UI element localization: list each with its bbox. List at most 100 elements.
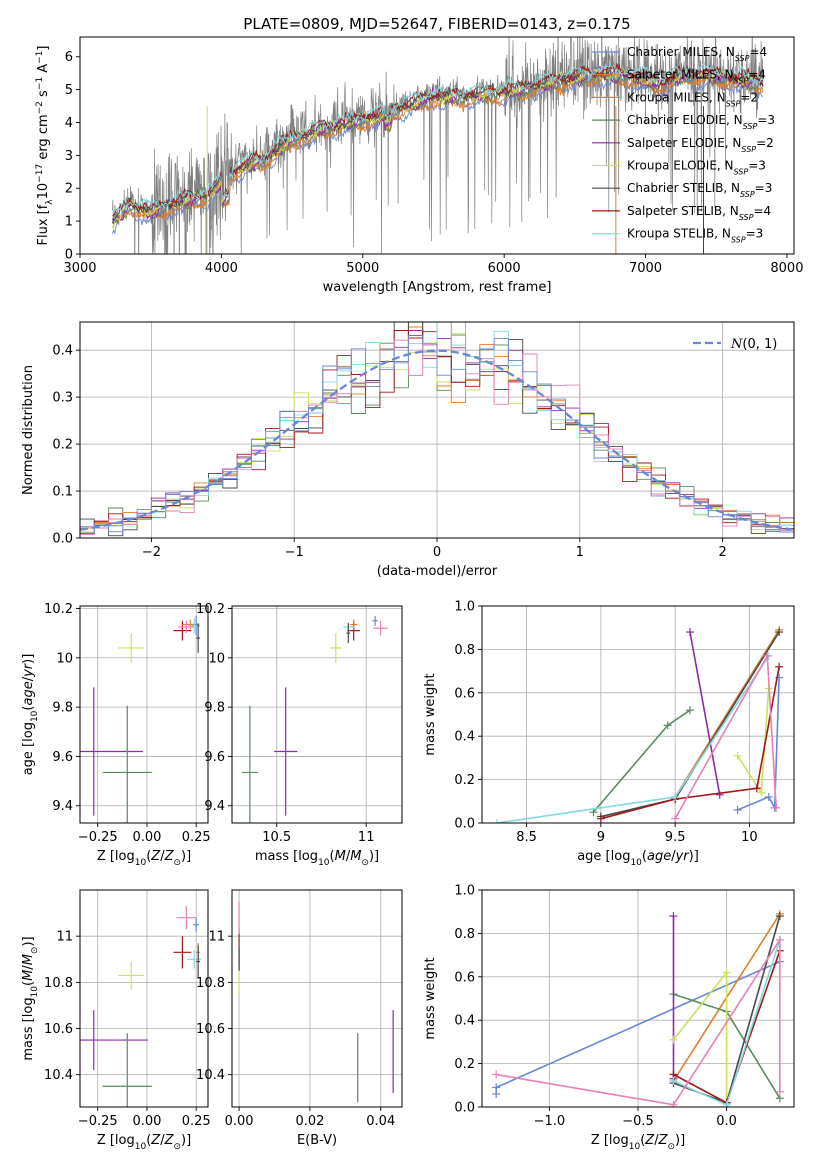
label-part: =2 (756, 136, 774, 150)
label-part: SSP (740, 190, 755, 199)
label-part: Kroupa MILES, N (627, 90, 726, 104)
axis-label: Z [log10(Z/Z⊙)] (97, 1133, 191, 1152)
label-part: M (21, 954, 36, 965)
label-part: ⊙ (173, 1142, 181, 1152)
label-part: )] (369, 849, 379, 864)
x-axis-label: wavelength [Angstrom, rest frame] (323, 280, 552, 295)
y-tick-label: 4 (65, 116, 73, 131)
y-tick-label: 10.6 (44, 1022, 73, 1037)
legend-entry: Chabrier MILES, NSSP=4 (627, 45, 767, 63)
x-tick-label: 0.25 (182, 830, 211, 845)
histogram-step (80, 334, 794, 538)
x-tick-label: −1.0 (534, 1114, 566, 1129)
label-part: / (671, 849, 676, 864)
label-part: =4 (753, 204, 771, 218)
y-tick-label: 0.2 (454, 1057, 475, 1072)
x-tick-label: −0.5 (622, 1114, 654, 1129)
y-tick-label: 11 (208, 930, 225, 945)
label-part: / (160, 1133, 165, 1148)
axes-frame (481, 605, 795, 824)
label-part: ⊙ (667, 1142, 675, 1152)
y-tick-label: 9.6 (52, 750, 73, 765)
label-part: 10 (135, 858, 147, 868)
y-tick-label: 0.4 (454, 730, 475, 745)
y-tick-label: 2 (65, 182, 73, 197)
axes-frame (79, 36, 795, 255)
label-part: Z [log (591, 1133, 629, 1148)
label-part: ⊙ (361, 858, 369, 868)
axis-label: Z [log10(Z/Z⊙)] (591, 1133, 685, 1152)
label-part: A (36, 64, 51, 77)
label-part: )] (689, 849, 699, 864)
label-part: SSP (734, 76, 749, 85)
y-tick-label: 0.0 (52, 532, 73, 547)
x-tick-label: 8000 (770, 261, 803, 276)
y-axis-label: mass weight (423, 957, 438, 1039)
mass-weight-line (737, 677, 780, 811)
y-tick-label: 10.4 (44, 1068, 73, 1083)
normal-reference-curve (80, 349, 792, 531)
label-part: )] (181, 1133, 191, 1148)
label-part: SSP (731, 235, 746, 244)
label-part: =4 (748, 68, 766, 82)
x-tick-label: 7000 (629, 261, 662, 276)
label-part: Z (150, 1133, 161, 1148)
legend-entry: Kroupa ELODIE, NSSP=3 (627, 159, 766, 177)
legend-entry: Kroupa MILES, NSSP=2 (627, 90, 758, 108)
model-spectrum-line (112, 62, 764, 214)
mass-weight-line (674, 629, 780, 798)
label-part: SSP (739, 212, 754, 221)
label-part: age (21, 681, 36, 705)
plot-area-spectrum (112, 37, 764, 254)
label-part: / (21, 676, 36, 681)
label-part: SSP (735, 54, 750, 63)
label-part: Z (644, 1133, 655, 1148)
label-part: Z (164, 849, 175, 864)
label-part: ( (21, 981, 36, 986)
axis-label: age [log10(age/yr)] (577, 849, 699, 868)
x-tick-label: 0.0 (716, 1114, 737, 1129)
mass-weight-line (496, 937, 781, 1106)
x-axis-label: (data-model)/error (377, 564, 498, 579)
label-part: N (730, 337, 743, 352)
y-tick-label: 11 (56, 930, 73, 945)
label-part: ⊙ (173, 858, 181, 868)
x-tick-label: 3000 (63, 261, 96, 276)
x-tick-label: −0.25 (78, 1114, 118, 1129)
y-tick-label: 9.8 (204, 701, 225, 716)
label-part: ( (330, 849, 335, 864)
y-tick-label: 9.4 (52, 799, 73, 814)
label-part: −1 (35, 51, 45, 64)
axes-residuals: N(0, 1) −2 −1 0 1 2 0.0 0.1 0.2 0.3 0.4 (data-model… (21, 321, 795, 579)
label-part: =4 (749, 45, 767, 59)
x-tick-label: −2 (142, 545, 161, 560)
label-part: SSP (743, 122, 758, 131)
label-part: mass [log (255, 849, 318, 864)
label-part: s (36, 90, 51, 101)
label-part: )] (21, 936, 36, 946)
y-tick-label: 5 (65, 83, 73, 98)
label-part: )] (181, 849, 191, 864)
label-part: ( (642, 849, 647, 864)
plot-area-age_vs_mass (241, 615, 388, 823)
y-tick-label: 10 (56, 651, 73, 666)
y-tick-label: 10.6 (196, 1022, 225, 1037)
x-tick-label: 10 (741, 830, 758, 845)
figure-title: PLATE=0809, MJD=52647, FIBERID=0143, z=0… (243, 15, 630, 33)
axes-weight_vs_Z: −1.0 −0.5 0.00.00.20.40.60.81.0Z [log10(Z/… (423, 884, 795, 1152)
axis-label: mass [log10(M/M⊙)] (255, 849, 379, 868)
label-part: / (160, 849, 165, 864)
label-part: =2 (740, 90, 758, 104)
x-tick-label: −0.25 (78, 830, 118, 845)
y-tick-label: 0.6 (454, 686, 475, 701)
y-tick-label: 0.2 (454, 773, 475, 788)
label-part: Z (150, 849, 161, 864)
axes-frame (231, 605, 403, 824)
label-part: )] (21, 654, 36, 664)
label-part: −17 (35, 164, 45, 183)
label-part: ( (146, 1133, 151, 1148)
x-tick-label: 0.04 (366, 1114, 395, 1129)
